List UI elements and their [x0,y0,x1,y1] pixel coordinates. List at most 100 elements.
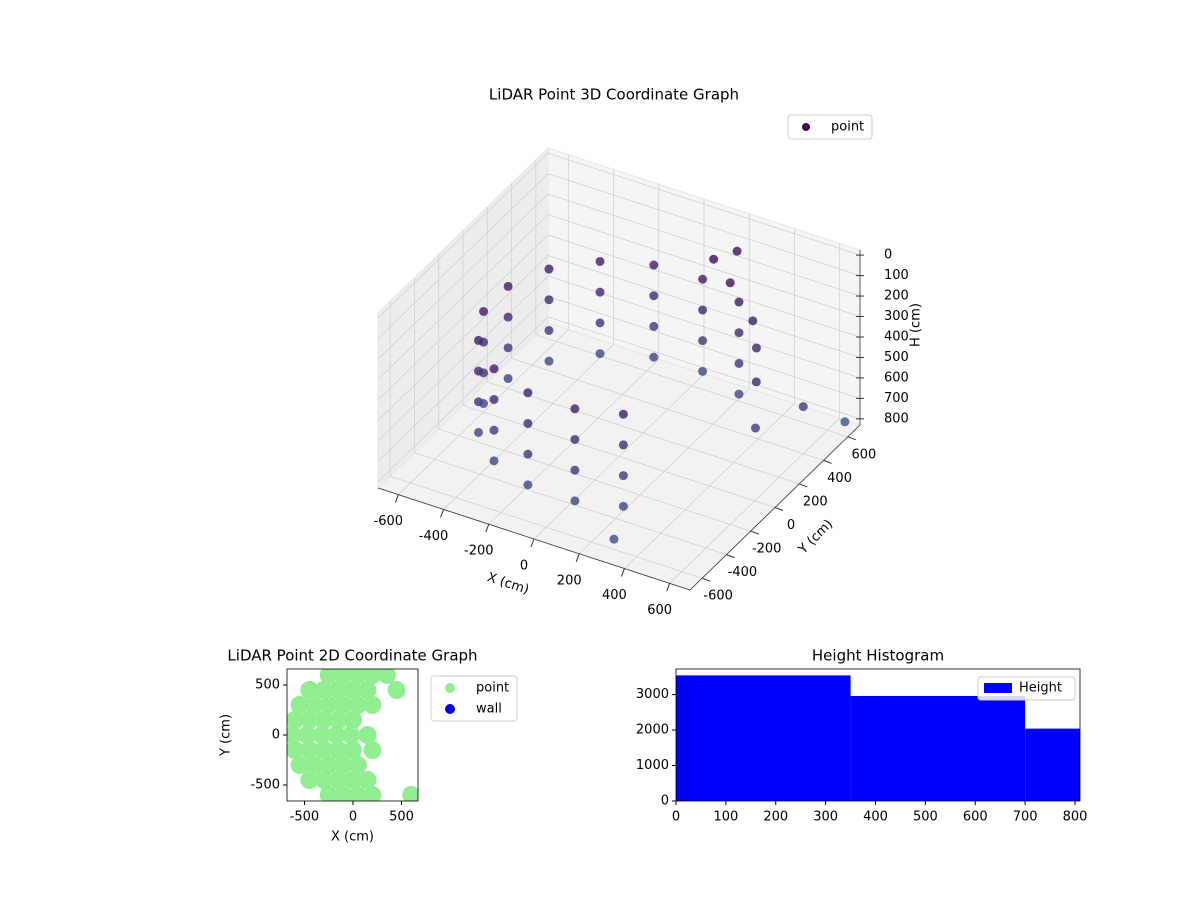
y-tick-label: 500 [255,678,280,693]
point [618,440,628,450]
point [387,681,406,699]
x-tick [666,583,671,592]
grid-line [377,214,549,380]
y-tick-label: 0 [272,728,280,743]
z-tick-label: 300 [884,309,909,324]
chart-histogram: 0 100 200 300 400 500 600 700 800 0 1000 2000 3000 He… [636,647,1088,825]
x-tick-label: 300 [813,810,838,825]
point [618,409,628,419]
point [348,669,367,684]
grid-line [511,357,824,461]
point [503,374,513,384]
point [342,726,361,744]
x-axis-label: X (cm) [331,830,374,845]
legend-box [787,114,873,140]
point [314,771,333,789]
point [649,260,659,270]
point [305,696,324,714]
y-tick-label: 2000 [636,723,669,738]
point [595,256,605,266]
legend-box [977,676,1076,701]
point [734,297,744,307]
y-tick [774,507,784,511]
x-tick-label: -500 [290,810,320,825]
point [732,246,742,256]
grid-line [547,214,861,317]
point [334,756,353,774]
plot-area [676,675,1080,801]
point [751,343,761,353]
x-tick-label: -600 [374,514,404,529]
y-tick-label: 400 [827,471,852,486]
point [343,711,362,729]
point [305,756,324,774]
point [479,337,489,347]
x-tick-label: 0 [520,559,528,574]
grid-line [487,381,800,485]
point [595,349,605,359]
point [544,264,554,274]
grid-line [377,296,549,462]
z-tick-label: 800 [884,411,909,426]
point [479,399,489,409]
grid-line [547,234,861,338]
point [489,364,499,374]
x-tick [485,524,490,533]
x-tick-label: 400 [863,810,888,825]
point [698,366,708,376]
point [300,681,319,699]
point [544,295,554,305]
z-tick-label: 500 [884,350,909,365]
point [751,377,761,387]
chart-title: Height Histogram [812,647,944,665]
bar [850,695,1026,801]
point [319,696,338,714]
point [287,741,304,759]
x-tick-label: 400 [602,588,627,603]
point [734,358,744,368]
y-tick [847,436,857,441]
point [300,741,319,759]
point [314,741,333,759]
point [649,321,659,331]
point [750,423,760,433]
x-tick-label: -400 [419,529,449,544]
x-tick-label: 500 [913,810,938,825]
chart-title: LiDAR Point 2D Coordinate Graph [227,647,477,665]
legend-label: wall [476,702,502,717]
point [734,389,744,399]
point [570,465,580,475]
point [489,456,499,466]
y-axis-label: Y (cm) [219,714,234,757]
grid-line [377,275,549,442]
point [698,274,708,284]
point [698,305,708,315]
legend-marker [802,123,810,131]
point [570,434,580,444]
point [748,316,758,326]
point [363,786,382,801]
grid-line [547,173,861,276]
x-tick-label: 0 [672,810,680,825]
point [523,418,533,428]
point [544,325,554,335]
legend-marker [445,683,455,693]
point [327,726,346,744]
x-tick [575,553,580,562]
x-tick [440,509,445,518]
grid-line [547,193,861,297]
point [363,696,382,714]
grid-line [377,255,549,421]
y-tick-label: -400 [728,565,758,580]
point [523,449,533,459]
z-tick-label: 600 [884,370,909,385]
z-tick-label: 0 [884,248,892,263]
z-axis-label: H (cm) [909,303,924,347]
point [363,669,382,684]
y-tick [726,554,735,559]
point [503,281,513,291]
point [334,786,353,801]
point [348,696,367,714]
